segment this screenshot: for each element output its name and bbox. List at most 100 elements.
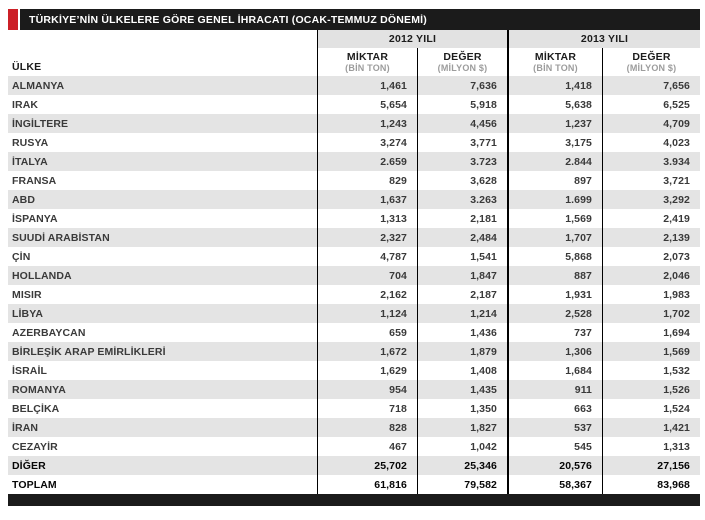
miktar-2013-cell: 3,175 (507, 133, 602, 152)
miktar-2012-cell: 61,816 (317, 475, 417, 494)
deger-2012-cell: 1,827 (417, 418, 507, 437)
deger-2013-cell: 7,656 (602, 76, 700, 95)
country-name-cell: RUSYA (12, 136, 49, 149)
table-row: AZERBAYCAN 659 1,436 737 1,694 (8, 323, 700, 342)
table-row: İTALYA 2.659 3.723 2.844 3.934 (8, 152, 700, 171)
year-group-2012: 2012 YILI (317, 30, 507, 48)
miktar-2013-cell: 911 (507, 380, 602, 399)
col-header-deger-2013: DEĞER (MİLYON $) (602, 48, 700, 76)
sub-header-row: ÜLKE MİKTAR (BİN TON) DEĞER (MİLYON $) M… (8, 48, 700, 76)
deger-2012-cell: 3,628 (417, 171, 507, 190)
table-row: BİRLEŞİK ARAP EMİRLİKLERİ 1,672 1,879 1,… (8, 342, 700, 361)
miktar-2013-cell: 537 (507, 418, 602, 437)
table-row: BELÇİKA 718 1,350 663 1,524 (8, 399, 700, 418)
deger-2012-cell: 2,187 (417, 285, 507, 304)
deger-2012-cell: 3.723 (417, 152, 507, 171)
deger-2013-cell: 1,694 (602, 323, 700, 342)
country-name-cell: İSRAİL (12, 364, 48, 377)
deger-2012-cell: 3.263 (417, 190, 507, 209)
miktar-2012-cell: 1,629 (317, 361, 417, 380)
miktar-2013-cell: 545 (507, 437, 602, 456)
miktar-2012-cell: 1,637 (317, 190, 417, 209)
table-row: LİBYA 1,124 1,214 2,528 1,702 (8, 304, 700, 323)
miktar-2013-cell: 1,931 (507, 285, 602, 304)
miktar-2012-cell: 25,702 (317, 456, 417, 475)
title-gap (18, 9, 20, 30)
deger-2013-cell: 2,139 (602, 228, 700, 247)
year-header-row: 2012 YILI 2013 YILI (8, 30, 700, 48)
title-black-bar: TÜRKİYE’NİN ÜLKELERE GÖRE GENEL İHRACATI… (20, 9, 700, 30)
deger-2012-cell: 1,408 (417, 361, 507, 380)
deger-2013-cell: 1,524 (602, 399, 700, 418)
country-name-cell: İTALYA (12, 155, 48, 168)
deger-2013-cell: 4,709 (602, 114, 700, 133)
country-name-cell: İSPANYA (12, 212, 58, 225)
table-row: DİĞER 25,702 25,346 20,576 27,156 (8, 456, 700, 475)
deger-2012-cell: 7,636 (417, 76, 507, 95)
miktar-2013-cell: 20,576 (507, 456, 602, 475)
country-name-cell: CEZAYİR (12, 440, 58, 453)
miktar-2012-cell: 659 (317, 323, 417, 342)
miktar-2012-cell: 718 (317, 399, 417, 418)
country-name-cell: SUUDİ ARABİSTAN (12, 231, 110, 244)
table-row: FRANSA 829 3,628 897 3,721 (8, 171, 700, 190)
miktar-label: MİKTAR (534, 51, 577, 64)
deger-2012-cell: 1,435 (417, 380, 507, 399)
year-2013-label: 2013 YILI (580, 33, 629, 45)
country-name-cell: HOLLANDA (12, 269, 72, 282)
deger-2013-cell: 6,525 (602, 95, 700, 114)
miktar-2013-cell: 2.844 (507, 152, 602, 171)
table-row: SUUDİ ARABİSTAN 2,327 2,484 1,707 2,139 (8, 228, 700, 247)
miktar-2012-cell: 1,243 (317, 114, 417, 133)
table-row: HOLLANDA 704 1,847 887 2,046 (8, 266, 700, 285)
miktar-2013-cell: 663 (507, 399, 602, 418)
miktar-2013-cell: 887 (507, 266, 602, 285)
exports-table: 2012 YILI 2013 YILI ÜLKE MİKTAR (BİN TON… (8, 30, 700, 506)
table-row: ÇİN 4,787 1,541 5,868 2,073 (8, 247, 700, 266)
miktar-2013-cell: 1,237 (507, 114, 602, 133)
title-bar: TÜRKİYE’NİN ÜLKELERE GÖRE GENEL İHRACATI… (8, 9, 700, 30)
table-row: İRAN 828 1,827 537 1,421 (8, 418, 700, 437)
deger-2012-cell: 1,879 (417, 342, 507, 361)
deger-2012-cell: 2,181 (417, 209, 507, 228)
deger-2013-cell: 2,419 (602, 209, 700, 228)
miktar-2013-cell: 58,367 (507, 475, 602, 494)
deger-2012-cell: 3,771 (417, 133, 507, 152)
miktar-2012-cell: 1,461 (317, 76, 417, 95)
country-column-header: ÜLKE (12, 61, 42, 73)
deger-2012-cell: 1,214 (417, 304, 507, 323)
table-body: ALMANYA 1,461 7,636 1,418 7,656 IRAK 5,6… (8, 76, 700, 494)
table-row: İSRAİL 1,629 1,408 1,684 1,532 (8, 361, 700, 380)
miktar-2012-cell: 4,787 (317, 247, 417, 266)
table-row: TOPLAM 61,816 79,582 58,367 83,968 (8, 475, 700, 494)
table-row: IRAK 5,654 5,918 5,638 6,525 (8, 95, 700, 114)
country-name-cell: İNGİLTERE (12, 117, 69, 130)
deger-2012-cell: 1,350 (417, 399, 507, 418)
miktar-2012-cell: 1,124 (317, 304, 417, 323)
country-name-cell: ALMANYA (12, 79, 65, 92)
miktar-2012-cell: 2,162 (317, 285, 417, 304)
miktar-2012-cell: 1,313 (317, 209, 417, 228)
table-row: İNGİLTERE 1,243 4,456 1,237 4,709 (8, 114, 700, 133)
deger-2013-cell: 1,983 (602, 285, 700, 304)
miktar-2012-cell: 1,672 (317, 342, 417, 361)
col-header-miktar-2013: MİKTAR (BİN TON) (507, 48, 602, 76)
miktar-2013-cell: 2,528 (507, 304, 602, 323)
miktar-2013-cell: 1,684 (507, 361, 602, 380)
miktar-label: MİKTAR (346, 51, 389, 64)
miktar-2012-cell: 5,654 (317, 95, 417, 114)
deger-unit-label: (MİLYON $) (437, 63, 488, 74)
deger-2013-cell: 1,526 (602, 380, 700, 399)
deger-2012-cell: 25,346 (417, 456, 507, 475)
country-name-cell: İRAN (12, 421, 39, 434)
miktar-2012-cell: 954 (317, 380, 417, 399)
col-header-miktar-2012: MİKTAR (BİN TON) (317, 48, 417, 76)
miktar-2013-cell: 1,569 (507, 209, 602, 228)
deger-2012-cell: 2,484 (417, 228, 507, 247)
country-name-cell: ÇİN (12, 250, 31, 263)
country-name-cell: AZERBAYCAN (12, 326, 86, 339)
country-name-cell: TOPLAM (12, 478, 57, 491)
country-name-cell: BELÇİKA (12, 402, 60, 415)
deger-2013-cell: 1,532 (602, 361, 700, 380)
page-title: TÜRKİYE’NİN ÜLKELERE GÖRE GENEL İHRACATI… (29, 13, 427, 26)
